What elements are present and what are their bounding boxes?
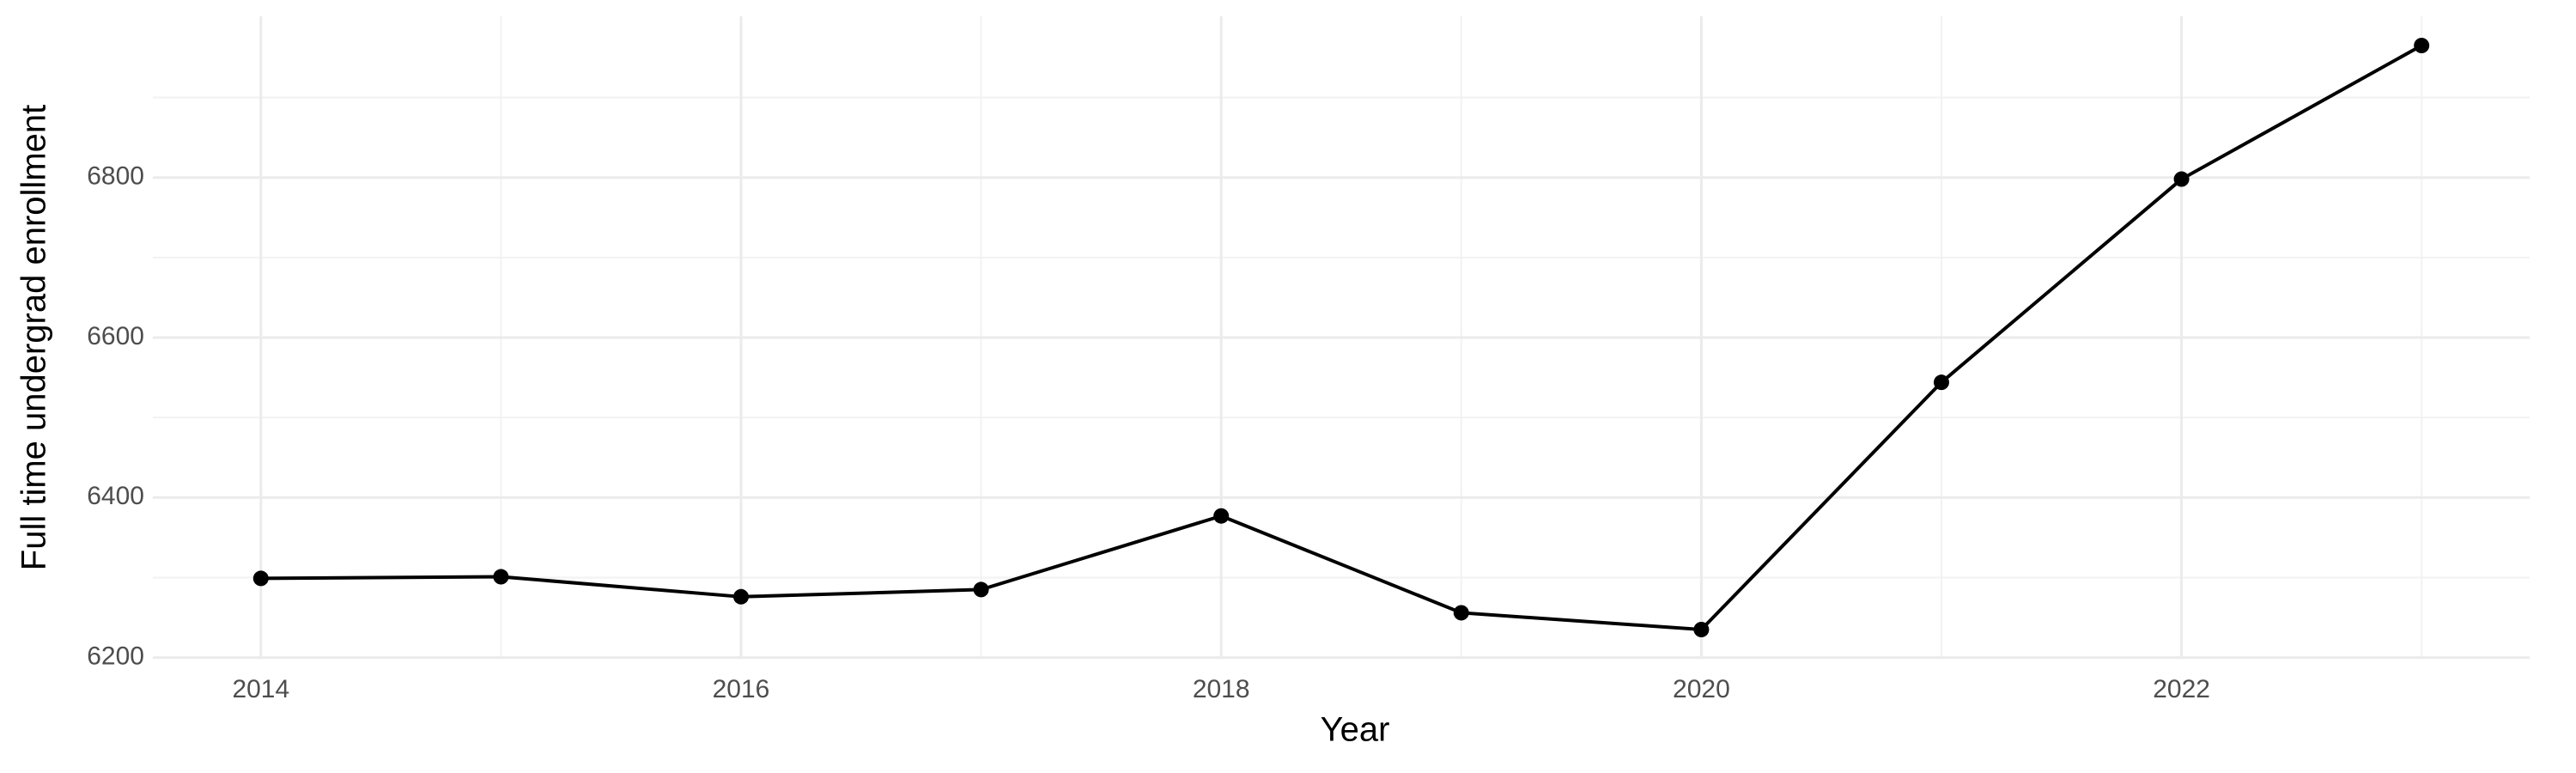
point [2414,38,2430,53]
point [252,570,269,587]
x-tick-label: 2020 [1673,675,1730,703]
y-tick-label: 6800 [87,162,144,191]
x-tick-label: 2022 [2153,675,2210,703]
line [260,44,2423,632]
x-tick-label: 2018 [1193,675,1250,703]
y-axis-title: Full time undergrad enrollment [15,105,53,570]
y-tick-label: 6200 [87,642,144,671]
point [1693,622,1710,637]
x-tick-label: 2016 [713,675,770,703]
point [1213,508,1230,524]
point [2173,171,2190,187]
point [1933,374,1949,391]
y-tick-label: 6400 [87,482,144,510]
x-axis-title: Year [1321,711,1390,749]
x-tick-label: 2014 [232,675,289,703]
point [1453,605,1469,621]
y-tick-label: 6600 [87,322,144,350]
point [733,588,750,605]
point [973,581,989,598]
point [493,569,509,585]
